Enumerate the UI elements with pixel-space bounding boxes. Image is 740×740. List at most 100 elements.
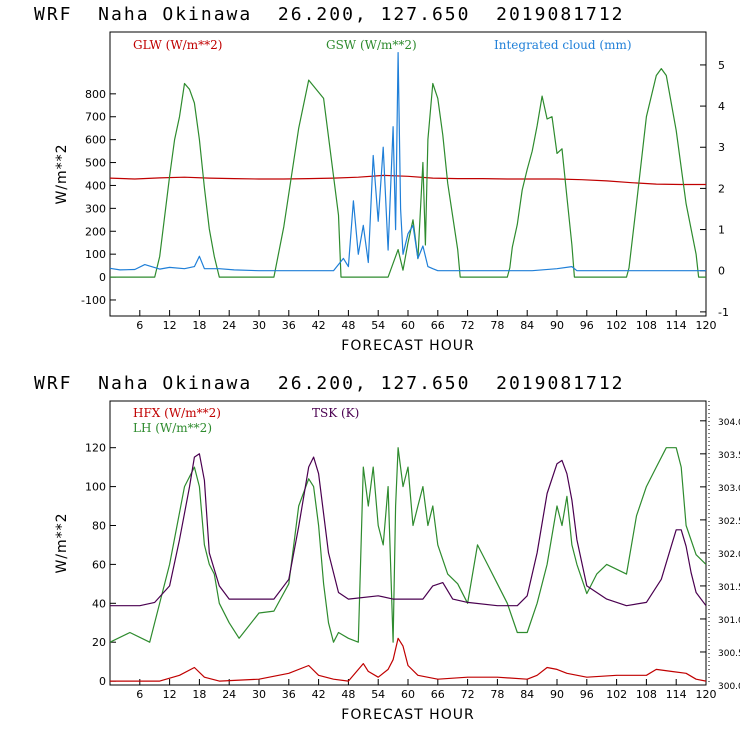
x-tick-label: 24: [222, 319, 236, 332]
x-tick-label: 12: [163, 319, 177, 332]
bottom-legend-lh: LH (W/m**2): [133, 421, 212, 435]
y-tick-label: 300: [85, 202, 106, 215]
y-tick-label: 100: [85, 481, 106, 494]
x-tick-label: 18: [192, 319, 206, 332]
x-tick-label: 90: [550, 319, 564, 332]
x-tick-label: 120: [696, 319, 717, 332]
y2-tick-label: 302.0: [718, 550, 740, 560]
y-tick-label: 80: [92, 519, 106, 532]
y-tick-label: 40: [92, 597, 106, 610]
x-tick-label: 36: [282, 319, 296, 332]
x-tick-label: 36: [282, 688, 296, 701]
x-tick-label: 114: [666, 319, 687, 332]
x-tick-label: 84: [520, 688, 534, 701]
top-chart: 6 12 18 24 30 36 42 48 54 60 66 72 78 84 90 96 102 108 114…: [54, 31, 729, 354]
series-line-0: [109, 174, 706, 186]
top-right-axis: -1 0 1 2 3 4 5: [700, 59, 729, 319]
x-tick-label: 120: [696, 688, 717, 701]
y-tick-label: 200: [85, 225, 106, 238]
y2-tick-label: 1: [718, 224, 725, 237]
x-tick-label: 78: [490, 688, 504, 701]
y2-tick-label: 304.0: [718, 418, 740, 428]
x-tick-label: 102: [606, 688, 627, 701]
bottom-right-axis: 300.0 300.5 301.0 301.5 302.0 302.5 303.0 303.5…: [700, 401, 740, 692]
bottom-x-axis-label: FORECAST HOUR: [341, 707, 474, 723]
x-tick-label: 48: [341, 319, 355, 332]
y-tick-label: 0: [99, 675, 106, 688]
y-tick-label: 100: [85, 248, 106, 261]
x-tick-label: 30: [252, 688, 266, 701]
bottom-chart: 6 12 18 24 30 36 42 48 54 60 66 72 78 84 90 96 102 108 114…: [54, 400, 740, 723]
y2-tick-label: 303.0: [718, 484, 740, 494]
y-tick-label: 800: [85, 88, 106, 101]
x-tick-label: 72: [461, 319, 475, 332]
y2-tick-label: -1: [718, 306, 729, 319]
x-tick-label: 54: [371, 688, 385, 701]
y2-tick-label: 300.0: [718, 682, 740, 692]
y2-tick-label: 303.5: [718, 451, 740, 461]
series-line-1: [109, 447, 707, 643]
bottom-panel-title: WRF Naha Okinawa 26.200, 127.650 2019081…: [34, 373, 625, 394]
y2-tick-label: 301.5: [718, 583, 740, 593]
series-line-2: [110, 453, 707, 607]
x-tick-label: 114: [666, 688, 687, 701]
x-tick-label: 66: [431, 319, 445, 332]
x-tick-label: 6: [136, 688, 143, 701]
y-tick-label: 400: [85, 179, 106, 192]
x-tick-label: 60: [401, 319, 415, 332]
top-x-axis: 6 12 18 24 30 36 42 48 54 60 66 72 78 84 90 96 102 108 114…: [136, 310, 717, 332]
top-panel-title: WRF Naha Okinawa 26.200, 127.650 2019081…: [34, 4, 625, 25]
y2-tick-label: 302.5: [718, 517, 740, 527]
y2-tick-label: 5: [718, 59, 725, 72]
x-tick-label: 78: [490, 319, 504, 332]
x-tick-label: 48: [341, 688, 355, 701]
bottom-series-group: [109, 447, 707, 682]
x-tick-label: 108: [636, 319, 657, 332]
y-tick-label: 120: [85, 442, 106, 455]
y2-tick-label: 301.0: [718, 616, 740, 626]
y-tick-label: 500: [85, 157, 106, 170]
y-tick-label: -100: [81, 294, 106, 307]
top-y-axis-label: W/m**2: [54, 143, 70, 204]
x-tick-label: 96: [580, 688, 594, 701]
x-tick-label: 6: [136, 319, 143, 332]
x-tick-label: 42: [312, 319, 326, 332]
bottom-legend-hfx: HFX (W/m**2): [133, 406, 221, 420]
x-tick-label: 24: [222, 688, 236, 701]
series-line-2: [109, 51, 706, 272]
y-tick-label: 700: [85, 111, 106, 124]
y2-tick-label: 3: [718, 141, 725, 154]
top-legend-glw: GLW (W/m**2): [133, 38, 222, 52]
bottom-left-axis: 0 20 40 60 80 100 120: [85, 442, 116, 688]
y-tick-label: 0: [99, 271, 106, 284]
bottom-legend-tsk: TSK (K): [312, 406, 359, 420]
series-line-1: [110, 67, 706, 278]
series-line-0: [110, 637, 707, 682]
x-tick-label: 102: [606, 319, 627, 332]
y2-tick-label: 300.5: [718, 649, 740, 659]
y-tick-label: 60: [92, 558, 106, 571]
bottom-x-axis: 6 12 18 24 30 36 42 48 54 60 66 72 78 84 90 96 102 108 114…: [136, 679, 717, 701]
x-tick-label: 54: [371, 319, 385, 332]
x-tick-label: 90: [550, 688, 564, 701]
y-tick-label: 20: [92, 636, 106, 649]
y2-tick-label: 2: [718, 182, 725, 195]
top-plot-frame: [109, 31, 707, 317]
top-series-group: [109, 51, 706, 278]
x-tick-label: 96: [580, 319, 594, 332]
x-tick-label: 42: [312, 688, 326, 701]
y-tick-label: 600: [85, 134, 106, 147]
x-tick-label: 108: [636, 688, 657, 701]
bottom-plot-frame: [109, 400, 707, 686]
top-legend-cloud: Integrated cloud (mm): [494, 38, 632, 52]
top-left-axis: -100 0 100 200 300 400 500 600 700 800: [81, 88, 116, 307]
x-tick-label: 30: [252, 319, 266, 332]
x-tick-label: 12: [163, 688, 177, 701]
x-tick-label: 60: [401, 688, 415, 701]
x-tick-label: 66: [431, 688, 445, 701]
x-tick-label: 18: [192, 688, 206, 701]
x-tick-label: 72: [461, 688, 475, 701]
y2-tick-label: 4: [718, 100, 725, 113]
bottom-y-axis-label: W/m**2: [54, 512, 70, 573]
